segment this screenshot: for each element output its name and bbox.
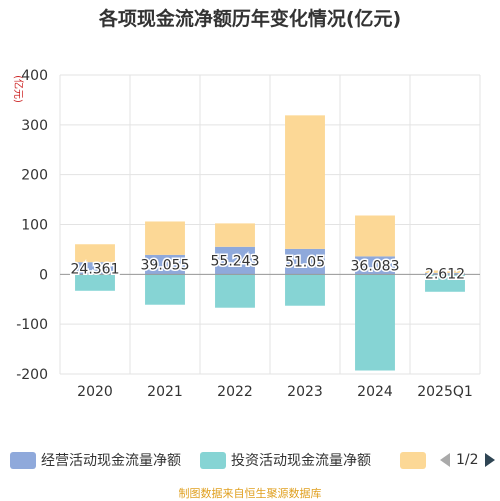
legend-item-financing[interactable] [400, 450, 431, 470]
source-footer: 制图数据来自恒生聚源数据库 [178, 487, 322, 500]
prev-page-icon[interactable] [440, 453, 450, 467]
legend-item-operating[interactable]: 经营活动现金流量净额 [10, 450, 181, 470]
legend-swatch-investing [200, 451, 226, 469]
data-label: 39.055 [141, 258, 190, 274]
bar-operating [75, 262, 115, 275]
legend-swatch-operating [10, 451, 36, 469]
bar-operating [145, 254, 185, 275]
legend-label-investing: 投资活动现金流量净额 [231, 453, 371, 469]
next-page-icon[interactable] [484, 453, 495, 467]
axes: -200 -100 0 100 200 300 400(亿元) 2020 2021 2022 202… [12, 68, 480, 400]
data-label: 2.612 [425, 267, 465, 283]
grid-lines [59, 74, 481, 375]
legend: 经营活动现金流量净额 投资活动现金流量净额 1/2 [0, 446, 500, 474]
y-tick-label: 100 [21, 218, 48, 234]
bar-investing [425, 274, 465, 292]
bar-investing [355, 274, 395, 371]
x-tick-label: 2020 [77, 384, 113, 400]
data-label: 24.361 [71, 261, 120, 277]
data-label: 55.243 [211, 254, 260, 270]
bar-operating [355, 256, 395, 275]
bar-operating [215, 246, 255, 275]
bar-investing [215, 274, 255, 308]
bar-financing [285, 115, 325, 249]
bar-investing [75, 274, 115, 291]
x-tick-label: 2022 [217, 384, 253, 400]
x-tick-label: 2024 [357, 384, 393, 400]
x-tick-label: 2021 [147, 384, 183, 400]
bar-financing [145, 221, 185, 255]
x-tick-label: 2023 [287, 384, 323, 400]
bar-financing [425, 270, 465, 274]
y-tick-label: -100 [16, 317, 48, 333]
bar-operating [425, 273, 465, 275]
data-labels: 24.361 39.055 55.243 51.05 36.083 2.612 [69, 252, 467, 284]
y-tick-label: 300 [21, 118, 48, 134]
bar-financing [215, 223, 255, 247]
bars [75, 115, 465, 371]
y-tick-label: 200 [21, 168, 48, 184]
data-label: 51.05 [285, 255, 325, 271]
legend-label-operating: 经营活动现金流量净额 [41, 453, 181, 469]
legend-swatch-financing [400, 451, 426, 469]
bar-financing [75, 244, 115, 263]
legend-pager: 1/2 [440, 450, 495, 470]
y-tick-label: -200 [16, 367, 48, 383]
y-axis-label: (亿元) [12, 75, 25, 103]
bar-investing [145, 274, 185, 305]
legend-page-indicator: 1/2 [456, 452, 479, 468]
y-tick-label: 0 [39, 267, 48, 283]
bar-operating [285, 248, 325, 275]
legend-item-investing[interactable]: 投资活动现金流量净额 [200, 450, 371, 470]
x-tick-label: 2025Q1 [417, 384, 473, 400]
stacked-bar-chart: -200 -100 0 100 200 300 400(亿元) 2020 2021 2022 202… [12, 68, 481, 400]
bar-financing [355, 215, 395, 257]
data-label: 36.083 [351, 258, 400, 274]
chart-title: 各项现金流净额历年变化情况(亿元) [98, 8, 402, 30]
y-tick-label: 400 [21, 68, 48, 84]
bar-investing [285, 274, 325, 306]
